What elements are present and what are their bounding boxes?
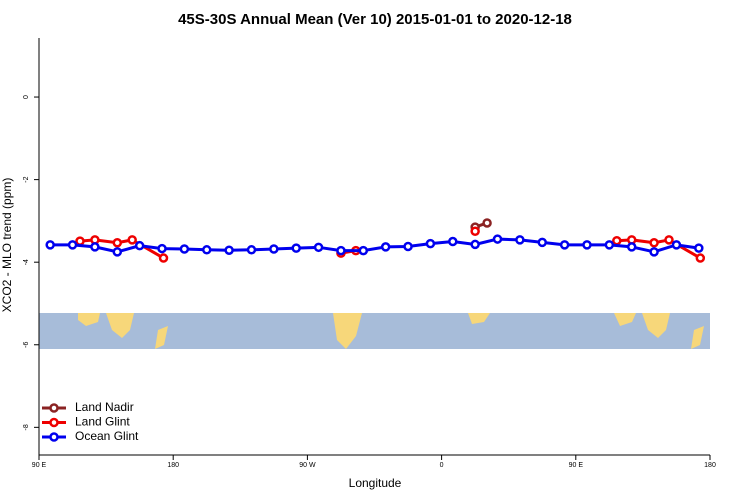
legend-label: Land Nadir <box>75 400 134 414</box>
point <box>470 226 480 236</box>
point <box>112 247 123 257</box>
point <box>515 235 525 245</box>
x-tick-label: 90 E <box>32 462 47 469</box>
point <box>649 247 659 257</box>
y-tick-label: -4 <box>23 259 30 265</box>
point <box>604 240 615 250</box>
y-tick-label: -2 <box>23 176 30 182</box>
point <box>559 240 570 250</box>
point <box>158 253 169 263</box>
map-band <box>39 313 710 349</box>
point <box>246 245 257 255</box>
y-tick-label: -6 <box>23 342 30 348</box>
x-tick-label: 90 W <box>299 462 316 469</box>
point <box>313 242 324 253</box>
y-axis-label: XCO2 - MLO trend (ppm) <box>0 178 14 313</box>
legend-label: Land Glint <box>75 415 130 429</box>
legend-marker <box>49 403 59 413</box>
x-tick-label: 0 <box>440 462 444 469</box>
legend-marker <box>49 417 59 428</box>
point <box>403 241 413 252</box>
point <box>695 253 706 263</box>
x-axis-label: Longitude <box>349 476 402 490</box>
point <box>425 238 436 249</box>
x-tick-label: 180 <box>704 462 716 469</box>
point <box>582 240 592 250</box>
x-tick-label: 180 <box>167 462 179 469</box>
point <box>626 242 637 252</box>
point <box>448 236 458 247</box>
point <box>664 235 674 245</box>
point <box>269 244 279 254</box>
point <box>134 240 145 251</box>
y-tick-label: 0 <box>23 95 30 99</box>
point <box>612 235 622 246</box>
point <box>112 238 123 248</box>
point <box>482 218 492 228</box>
legend-marker <box>49 432 59 442</box>
point <box>671 240 682 250</box>
point <box>90 242 100 252</box>
point <box>127 235 137 245</box>
legend-label: Ocean Glint <box>75 429 139 443</box>
point <box>179 244 190 254</box>
point <box>694 243 704 253</box>
point <box>537 237 547 248</box>
point <box>45 240 55 250</box>
x-tick-label: 90 E <box>569 462 584 469</box>
point <box>67 240 78 250</box>
point <box>470 239 480 250</box>
y-tick-label: -8 <box>23 424 30 430</box>
point <box>649 238 659 248</box>
point <box>492 234 503 244</box>
point <box>291 243 301 253</box>
point <box>202 245 212 255</box>
point <box>380 242 391 252</box>
chart-title: 45S-30S Annual Mean (Ver 10) 2015-01-01 … <box>178 11 572 28</box>
point <box>224 245 234 255</box>
point <box>358 245 369 256</box>
point <box>75 236 85 246</box>
point <box>157 243 167 254</box>
point <box>336 245 346 256</box>
